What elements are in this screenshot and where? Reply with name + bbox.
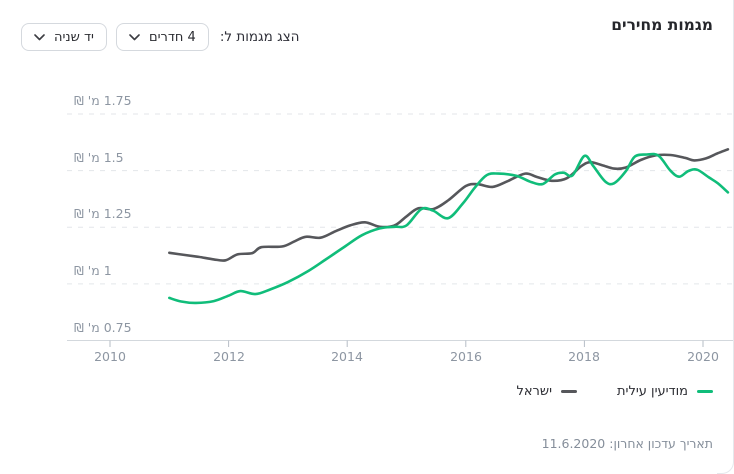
rooms-dropdown-value: 4 חדרים [148, 29, 196, 45]
legend-swatch-israel [561, 390, 578, 393]
legend-label: מודיעין עילית [617, 384, 688, 399]
legend-item-israel: ישראל [516, 384, 578, 399]
legend-swatch-modiin-illit [697, 390, 713, 393]
trend-controls: יד שניה 4 חדרים הצג מגמות ל: [21, 23, 299, 51]
show-trends-for-label: הצג מגמות ל: [219, 29, 300, 45]
legend-label: ישראל [516, 384, 553, 399]
series-line [168, 148, 730, 262]
chart-legend: מודיעין עילית ישראל [516, 384, 713, 399]
rooms-dropdown[interactable]: 4 חדרים [115, 23, 209, 51]
legend-item-modiin-illit: מודיעין עילית [617, 384, 713, 399]
last-update-date: תאריך עדכון אחרון: 11.6.2020 [541, 436, 713, 451]
condition-dropdown-value: יד שניה [54, 29, 94, 45]
page-title: מגמות מחירים [611, 16, 713, 34]
series-line [168, 152, 730, 305]
chevron-down-icon [34, 33, 45, 41]
condition-dropdown[interactable]: יד שניה [21, 23, 107, 51]
chevron-down-icon [129, 33, 140, 41]
